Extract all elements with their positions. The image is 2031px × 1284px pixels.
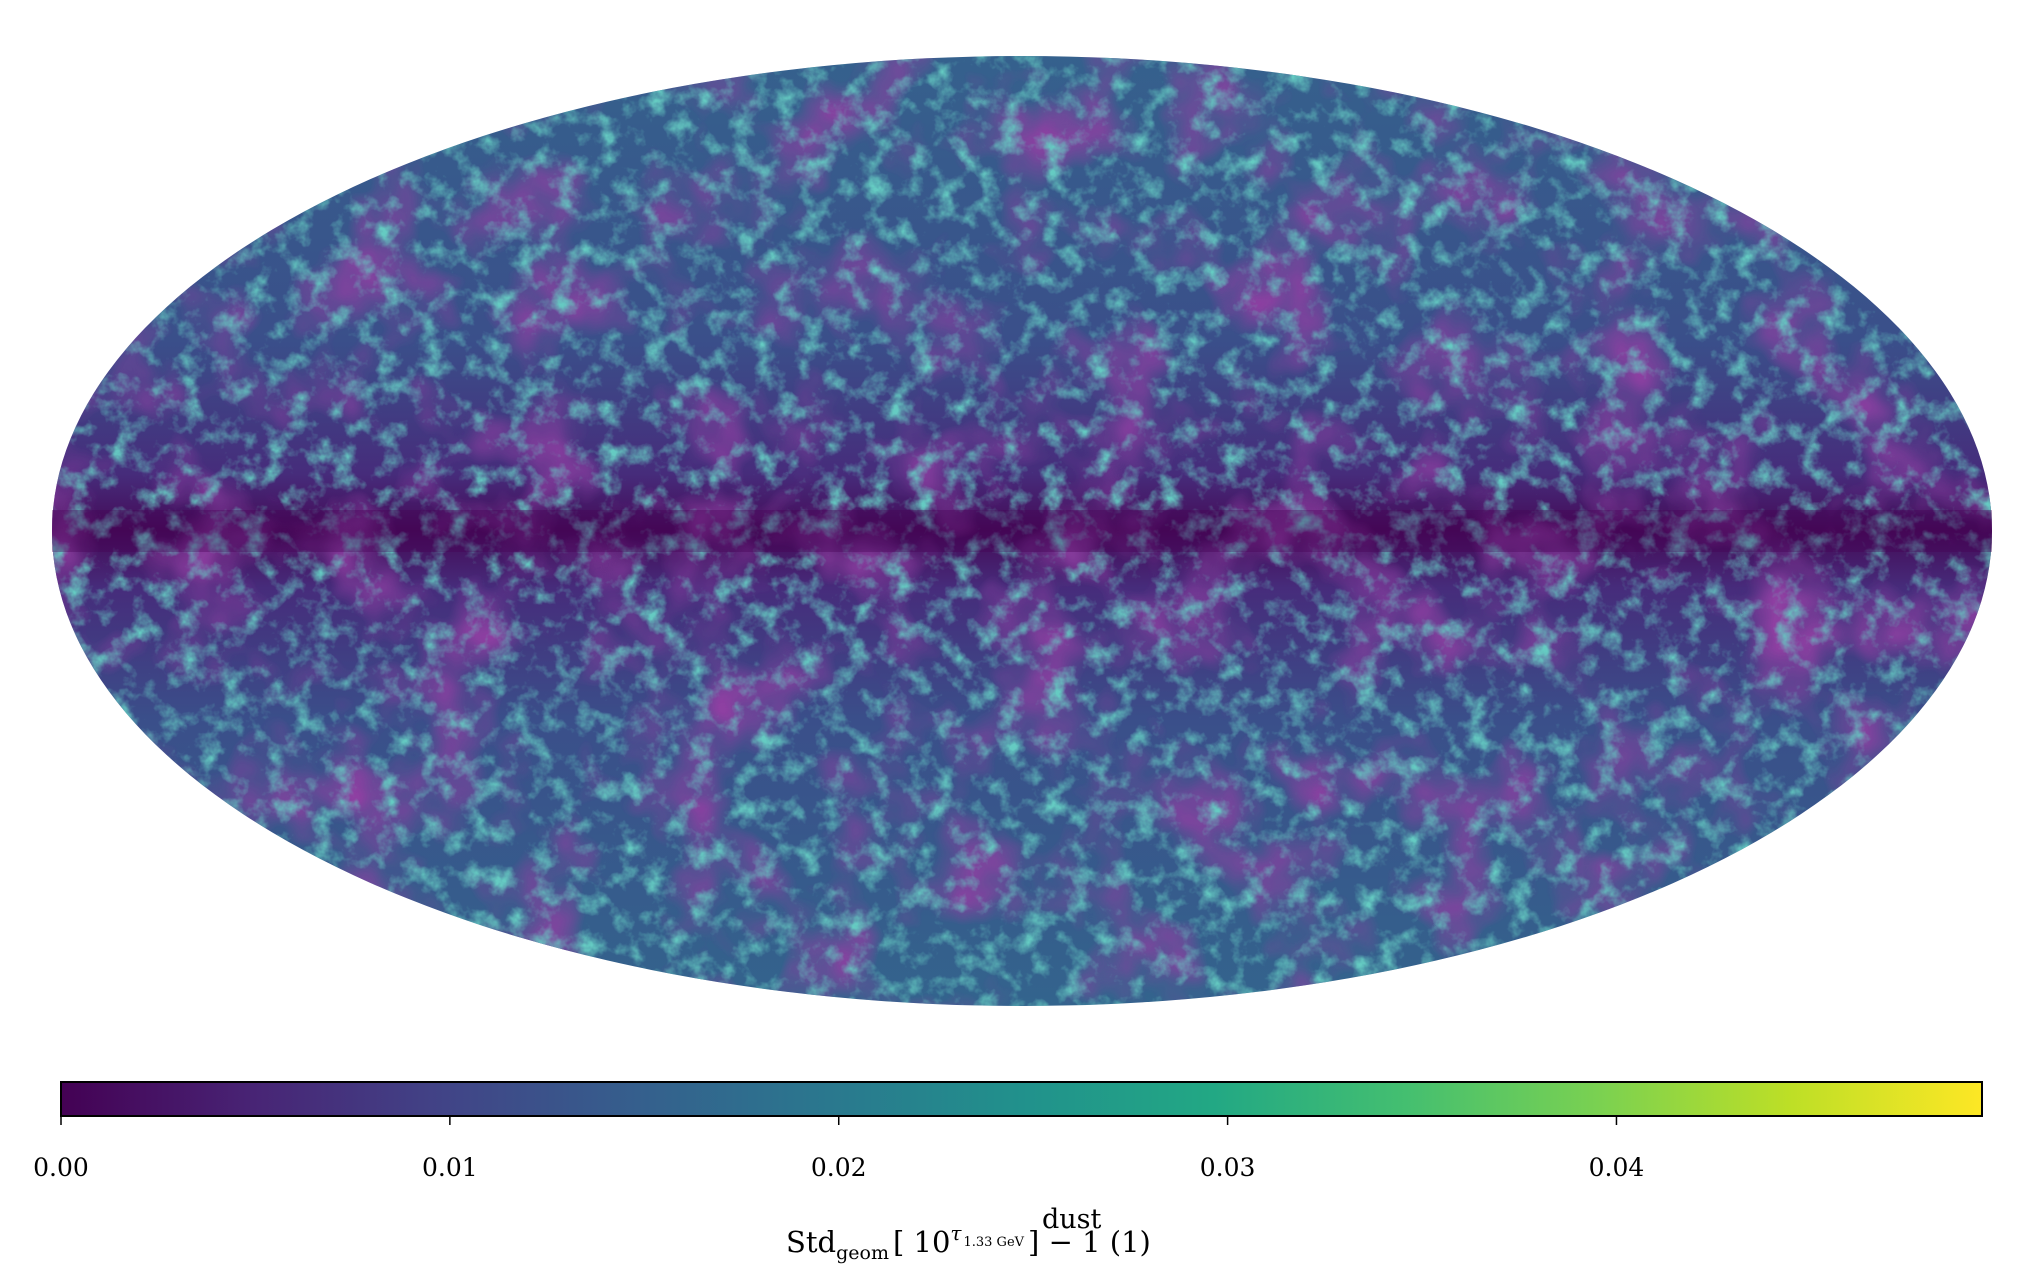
tick-label: 0.00 — [33, 1153, 89, 1182]
colorbar-label: Stdgeom[ 10τ 1.33 GeV] − 1 (1) — [786, 1221, 1151, 1264]
colorbar: 0.00 0.01 0.02 0.03 0.04 — [33, 1081, 1983, 1182]
galactic-plane — [52, 510, 1992, 552]
tick-label: 0.04 — [1589, 1153, 1645, 1182]
tick-label: 0.03 — [1200, 1153, 1256, 1182]
colorbar-gradient — [60, 1081, 1983, 1117]
sky-map — [52, 56, 1992, 1006]
tick-label: 0.01 — [422, 1153, 478, 1182]
colorbar-label-super: dust — [1042, 1204, 1102, 1235]
tick-label: 0.02 — [811, 1153, 867, 1182]
map-texture — [52, 56, 1992, 1006]
